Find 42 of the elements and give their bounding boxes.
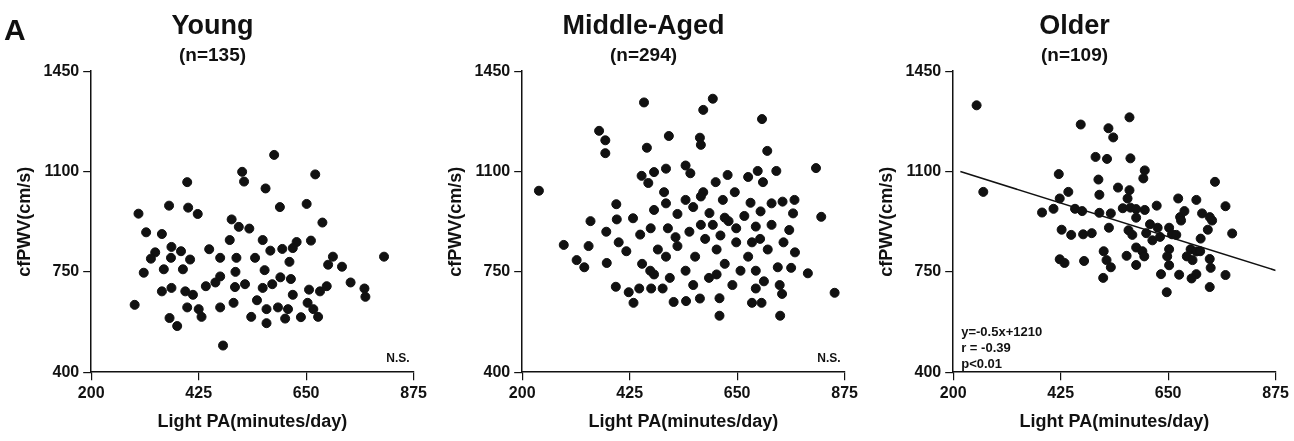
x-tick-label: 200 bbox=[77, 384, 105, 402]
x-tick-label: 425 bbox=[616, 384, 644, 402]
y-tick-label: 1450 bbox=[905, 61, 942, 79]
chart-subtitle: (n=109) bbox=[1040, 44, 1109, 66]
chart-title: Older bbox=[1039, 9, 1111, 40]
x-tick-label: 425 bbox=[1047, 384, 1075, 402]
y-tick-label: 400 bbox=[914, 362, 942, 380]
chart-title: Young bbox=[171, 9, 254, 40]
x-tick-label: 200 bbox=[939, 384, 967, 402]
y-tick-label: 750 bbox=[914, 262, 942, 280]
y-tick-label: 750 bbox=[483, 262, 511, 280]
y-tick-label: 400 bbox=[52, 362, 80, 380]
y-tick-label: 1100 bbox=[475, 161, 511, 179]
annotation: p<0.01 bbox=[961, 356, 1003, 372]
x-tick-label: 875 bbox=[400, 384, 428, 402]
annotation: y=-0.5x+1210 bbox=[961, 324, 1043, 340]
x-tick-label: 200 bbox=[508, 384, 536, 402]
annotation: N.S. bbox=[386, 351, 410, 366]
y-tick-label: 400 bbox=[483, 362, 511, 380]
annotation: N.S. bbox=[817, 351, 841, 366]
chart-title: Middle-Aged bbox=[562, 9, 725, 40]
x-axis-title: Light PA(minutes/day) bbox=[588, 411, 779, 432]
y-tick-label: 750 bbox=[52, 262, 80, 280]
y-tick-label: 1450 bbox=[474, 61, 511, 79]
x-axis-title: Light PA(minutes/day) bbox=[1019, 411, 1210, 432]
x-tick-label: 650 bbox=[723, 384, 751, 402]
x-tick-label: 650 bbox=[1154, 384, 1182, 402]
x-axis-title: Light PA(minutes/day) bbox=[157, 411, 348, 432]
chart-subtitle: (n=135) bbox=[178, 44, 247, 66]
y-axis-title: cfPWV(cm/s) bbox=[444, 166, 465, 277]
text: A bbox=[4, 13, 26, 46]
x-tick-label: 650 bbox=[292, 384, 320, 402]
x-tick-label: 425 bbox=[185, 384, 213, 402]
y-tick-label: 1100 bbox=[44, 161, 80, 179]
y-axis-title: cfPWV(cm/s) bbox=[875, 166, 896, 277]
y-tick-label: 1450 bbox=[43, 61, 80, 79]
annotation: r = -0.39 bbox=[961, 340, 1011, 356]
y-axis-title: cfPWV(cm/s) bbox=[13, 166, 34, 277]
y-tick-label: 1100 bbox=[906, 161, 942, 179]
x-tick-label: 875 bbox=[1262, 384, 1290, 402]
chart-subtitle: (n=294) bbox=[609, 44, 678, 66]
x-tick-label: 875 bbox=[831, 384, 859, 402]
